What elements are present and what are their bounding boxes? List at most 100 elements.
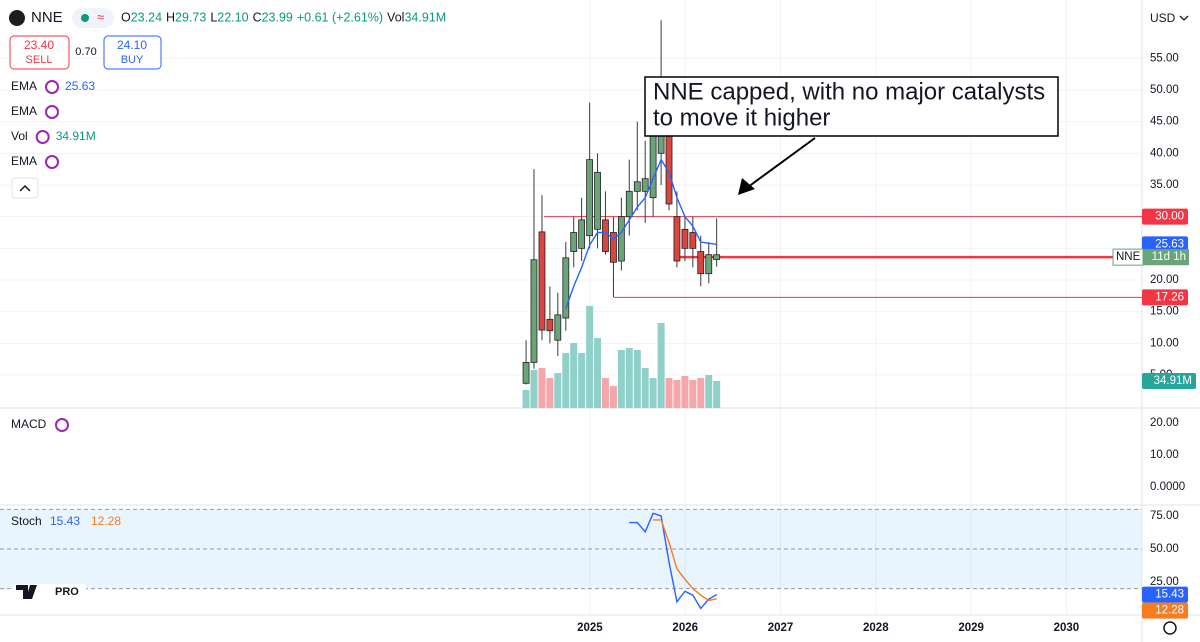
level-tag: 17.26 xyxy=(1155,291,1184,303)
status-dot xyxy=(81,14,89,22)
stoch-d-value: 12.28 xyxy=(91,514,121,528)
candle-body xyxy=(641,178,649,192)
buy-price: 24.10 xyxy=(117,38,147,52)
candle-body xyxy=(586,159,594,237)
volume-bar xyxy=(546,377,554,408)
candle-body xyxy=(625,190,633,218)
y-tick-label: 50.00 xyxy=(1150,84,1179,96)
candle-body xyxy=(665,127,673,205)
level-tag: 30.00 xyxy=(1155,211,1184,223)
candle-body xyxy=(562,257,570,319)
candle-body xyxy=(649,133,657,199)
candle-body xyxy=(554,314,562,341)
x-tick-label: 2030 xyxy=(1054,622,1080,634)
y-tick-label: 35.00 xyxy=(1150,179,1179,191)
symbol: NNE xyxy=(31,9,63,26)
indicator-name: EMA xyxy=(11,79,37,93)
brand-label: PRO xyxy=(55,586,79,598)
volume-bar xyxy=(641,368,649,408)
brand-mark xyxy=(16,585,37,599)
volume-bar xyxy=(633,349,641,408)
y-tick-label: 50.00 xyxy=(1150,543,1179,555)
volume-bar xyxy=(657,322,665,408)
countdown-symbol: NNE xyxy=(1116,251,1141,263)
candle-body xyxy=(538,231,546,331)
collapse-chevron xyxy=(19,184,31,192)
quote-label: Vol xyxy=(387,10,404,24)
stoch-d-tag: 12.28 xyxy=(1155,605,1184,617)
y-tick-label: 40.00 xyxy=(1150,147,1179,159)
y-tick-label: 55.00 xyxy=(1150,52,1179,64)
stoch-k-line xyxy=(629,512,718,610)
settings-icon[interactable] xyxy=(1163,621,1177,635)
volume-bar xyxy=(538,368,546,408)
candle-body xyxy=(522,361,530,384)
candle-body xyxy=(681,228,689,249)
y-tick-label: 20.00 xyxy=(1150,274,1179,286)
quote-label: C xyxy=(253,10,262,24)
annotation-text: to move it higher xyxy=(653,104,830,131)
x-tick-label: 2026 xyxy=(672,622,698,634)
indicator-icon[interactable] xyxy=(45,105,60,119)
volume-bar xyxy=(594,338,602,408)
annotation-box xyxy=(644,76,1059,137)
indicator-name: EMA xyxy=(11,104,37,118)
candle-body xyxy=(697,251,705,275)
macd-name: MACD xyxy=(11,417,47,431)
collapse-button[interactable] xyxy=(11,177,39,199)
candle-body xyxy=(578,219,586,249)
ema-tag-bg xyxy=(1142,236,1188,253)
annotation-arrowhead xyxy=(738,178,755,195)
x-tick-label: 2029 xyxy=(958,622,984,634)
sell-price: 23.40 xyxy=(24,38,54,52)
indicator-icon[interactable] xyxy=(55,418,69,432)
indicator-icon[interactable] xyxy=(45,155,60,169)
y-tick-label: 10.00 xyxy=(1150,337,1179,349)
stoch-d-tag-bg xyxy=(1142,602,1188,619)
quote-label: H xyxy=(166,10,175,24)
stoch-k-tag-bg xyxy=(1142,586,1188,603)
stoch-d-line xyxy=(653,519,717,602)
indicator-icon[interactable] xyxy=(35,130,50,144)
volume-bar xyxy=(570,343,578,408)
quote-value: 29.73 xyxy=(175,10,206,24)
volume-bar xyxy=(681,375,689,408)
currency[interactable]: USD xyxy=(1150,11,1176,25)
indicator-icon[interactable] xyxy=(45,80,60,94)
y-tick-label: 10.00 xyxy=(1150,449,1179,461)
volume-tag-bg xyxy=(1142,372,1196,389)
spread: 0.70 xyxy=(75,46,96,58)
annotation-text: NNE capped, with no major catalysts xyxy=(653,78,1045,105)
ema-line xyxy=(565,158,717,309)
volume-bar xyxy=(665,377,673,408)
candle-body xyxy=(602,219,609,252)
volume-bar xyxy=(625,347,633,408)
stoch-k-tag: 15.43 xyxy=(1155,589,1184,601)
buy-button[interactable] xyxy=(103,35,162,70)
indicator-name: EMA xyxy=(11,154,37,168)
quote-value: 23.99 xyxy=(262,10,293,24)
candle-body xyxy=(705,254,713,275)
volume-bar xyxy=(673,380,681,408)
level-tag-bg xyxy=(1142,289,1188,306)
quote-value: +0.61 (+2.61%) xyxy=(297,10,383,24)
y-tick-label: 25.00 xyxy=(1150,576,1179,588)
volume-bar xyxy=(689,380,697,408)
level-tag-bg xyxy=(1142,208,1188,225)
candle-body xyxy=(617,216,625,262)
indicator-value: 34.91M xyxy=(56,129,96,143)
quote-value: 34.91M xyxy=(404,10,446,24)
sell-button[interactable] xyxy=(9,35,70,70)
annotation-arrow xyxy=(747,137,816,188)
buy-label: BUY xyxy=(121,54,144,66)
volume-bar xyxy=(609,386,617,408)
volume-bar xyxy=(586,305,594,408)
volume-bar xyxy=(617,349,625,408)
indicator-name: Vol xyxy=(11,129,28,143)
candle-body xyxy=(633,181,641,192)
x-tick-label: 2025 xyxy=(577,622,603,634)
volume-bar xyxy=(522,389,530,408)
stoch-k-value: 15.43 xyxy=(50,514,80,528)
x-tick-label: 2027 xyxy=(768,622,794,634)
